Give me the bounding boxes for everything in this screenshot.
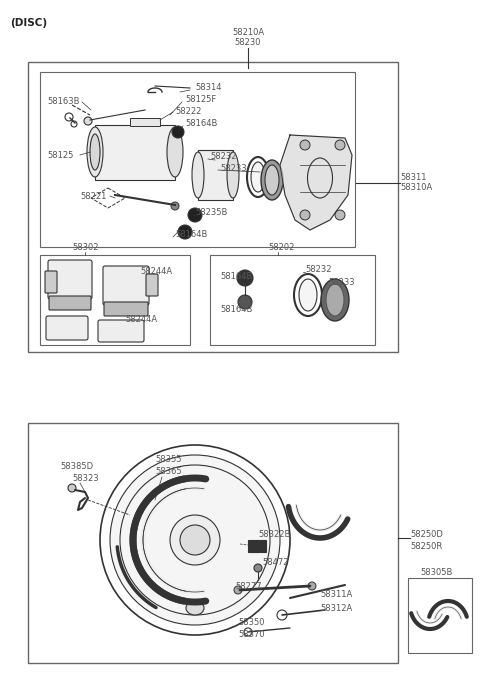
Text: 58202: 58202 xyxy=(268,243,294,252)
Circle shape xyxy=(308,582,316,590)
Text: 58244A: 58244A xyxy=(125,316,157,325)
Text: 58235B: 58235B xyxy=(195,208,228,217)
Circle shape xyxy=(238,295,252,309)
Text: 58323: 58323 xyxy=(72,474,98,483)
Ellipse shape xyxy=(321,279,349,321)
FancyBboxPatch shape xyxy=(103,266,149,305)
Bar xyxy=(248,540,266,552)
Text: 58125: 58125 xyxy=(47,150,73,159)
Text: 58164B: 58164B xyxy=(220,272,252,281)
Text: 58311: 58311 xyxy=(400,174,427,183)
Circle shape xyxy=(300,210,310,220)
Ellipse shape xyxy=(186,601,204,615)
Ellipse shape xyxy=(110,455,280,625)
Ellipse shape xyxy=(170,515,220,565)
Circle shape xyxy=(178,225,192,239)
Text: 58277: 58277 xyxy=(235,582,262,591)
Bar xyxy=(40,255,190,345)
Text: 58221: 58221 xyxy=(80,192,107,201)
Circle shape xyxy=(84,117,92,125)
Bar xyxy=(130,118,160,126)
Text: 58322B: 58322B xyxy=(258,530,290,539)
Text: 58164B: 58164B xyxy=(185,119,217,128)
FancyBboxPatch shape xyxy=(45,271,57,293)
Ellipse shape xyxy=(251,162,265,192)
Text: 58305B: 58305B xyxy=(420,568,452,577)
Circle shape xyxy=(237,270,253,286)
Bar xyxy=(28,62,398,352)
Ellipse shape xyxy=(90,134,100,170)
Ellipse shape xyxy=(299,279,317,311)
Text: 58311A: 58311A xyxy=(320,590,352,599)
Circle shape xyxy=(234,586,242,594)
Circle shape xyxy=(300,140,310,150)
Text: 58230: 58230 xyxy=(235,38,261,47)
Text: 58210A: 58210A xyxy=(232,28,264,37)
FancyBboxPatch shape xyxy=(48,260,92,299)
Polygon shape xyxy=(280,135,352,230)
Text: 58370: 58370 xyxy=(238,630,264,639)
Text: 58233: 58233 xyxy=(328,278,355,287)
Circle shape xyxy=(172,126,184,138)
Text: 58163B: 58163B xyxy=(47,97,80,106)
Ellipse shape xyxy=(227,152,239,198)
Text: 58250D: 58250D xyxy=(410,530,443,539)
FancyBboxPatch shape xyxy=(98,320,144,342)
Bar xyxy=(40,72,355,247)
Circle shape xyxy=(68,484,76,492)
Text: 58385D: 58385D xyxy=(60,462,93,471)
Ellipse shape xyxy=(167,127,183,177)
Bar xyxy=(28,423,398,663)
Circle shape xyxy=(254,564,262,572)
Text: 58222: 58222 xyxy=(175,107,202,116)
Text: 58310A: 58310A xyxy=(400,183,432,192)
Ellipse shape xyxy=(326,284,344,316)
Ellipse shape xyxy=(192,152,204,198)
FancyBboxPatch shape xyxy=(49,296,91,310)
Ellipse shape xyxy=(87,127,103,177)
Text: 58125F: 58125F xyxy=(185,95,216,104)
Ellipse shape xyxy=(261,160,283,200)
Text: 58232: 58232 xyxy=(305,265,332,274)
Text: 58250R: 58250R xyxy=(410,542,442,551)
Text: 58350: 58350 xyxy=(238,618,264,627)
Text: 58365: 58365 xyxy=(155,467,181,476)
Text: 58244A: 58244A xyxy=(140,267,172,276)
Text: 58164B: 58164B xyxy=(220,305,252,314)
Text: 58314: 58314 xyxy=(195,83,221,92)
Text: 58472: 58472 xyxy=(262,558,288,567)
Text: 58232: 58232 xyxy=(210,152,237,161)
Bar xyxy=(210,255,375,345)
Text: 58355: 58355 xyxy=(155,455,181,464)
Text: (DISC): (DISC) xyxy=(10,18,47,28)
Ellipse shape xyxy=(265,165,279,195)
Bar xyxy=(408,578,472,653)
Text: 58312A: 58312A xyxy=(320,604,352,613)
Text: 58302: 58302 xyxy=(72,243,98,252)
Circle shape xyxy=(171,202,179,210)
Circle shape xyxy=(335,210,345,220)
FancyBboxPatch shape xyxy=(46,316,88,340)
Circle shape xyxy=(188,208,202,222)
Bar xyxy=(95,125,175,180)
Circle shape xyxy=(335,140,345,150)
Text: 58164B: 58164B xyxy=(175,230,207,239)
FancyBboxPatch shape xyxy=(104,302,148,316)
Bar xyxy=(198,150,233,200)
Text: 58233: 58233 xyxy=(220,164,247,173)
Ellipse shape xyxy=(180,525,210,555)
FancyBboxPatch shape xyxy=(146,274,158,296)
